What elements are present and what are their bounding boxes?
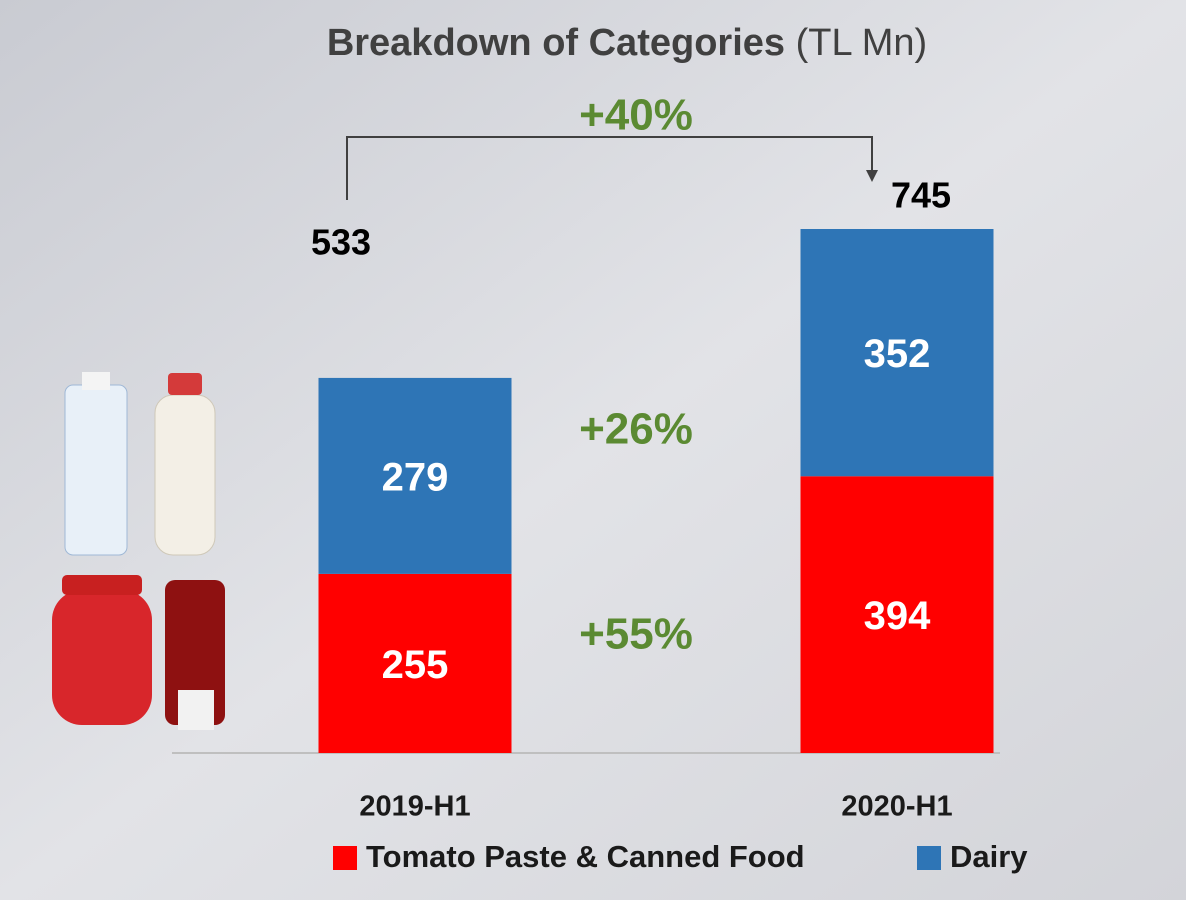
value-label: 279 xyxy=(382,455,449,499)
x-tick-label: 2019-H1 xyxy=(359,791,470,823)
value-label: 394 xyxy=(864,594,931,638)
chart-title: Breakdown of Categories (TL Mn) xyxy=(327,22,927,64)
bar-segment xyxy=(800,476,994,753)
value-label: 255 xyxy=(382,643,449,687)
value-label: 352 xyxy=(864,332,931,376)
x-tick-label: 2020-H1 xyxy=(841,791,952,823)
legend-swatch xyxy=(917,846,941,870)
growth-annotation: +40% xyxy=(579,91,693,140)
bar-segment xyxy=(318,573,512,753)
bar-segment xyxy=(318,377,512,574)
growth-annotation: +55% xyxy=(579,610,693,659)
legend-label: Tomato Paste & Canned Food xyxy=(366,839,805,874)
legend-swatch xyxy=(333,846,357,870)
bar-segment xyxy=(800,229,994,477)
subtitle-text: (TL Mn) xyxy=(796,22,928,64)
legend-label: Dairy xyxy=(950,839,1028,874)
arrow-head xyxy=(866,170,878,182)
product-images xyxy=(52,372,225,730)
title-text: Breakdown of Categories xyxy=(327,22,785,64)
growth-bracket xyxy=(346,136,873,200)
growth-annotation: +26% xyxy=(579,405,693,454)
total-label: 533 xyxy=(311,222,371,263)
total-label: 745 xyxy=(891,175,951,216)
